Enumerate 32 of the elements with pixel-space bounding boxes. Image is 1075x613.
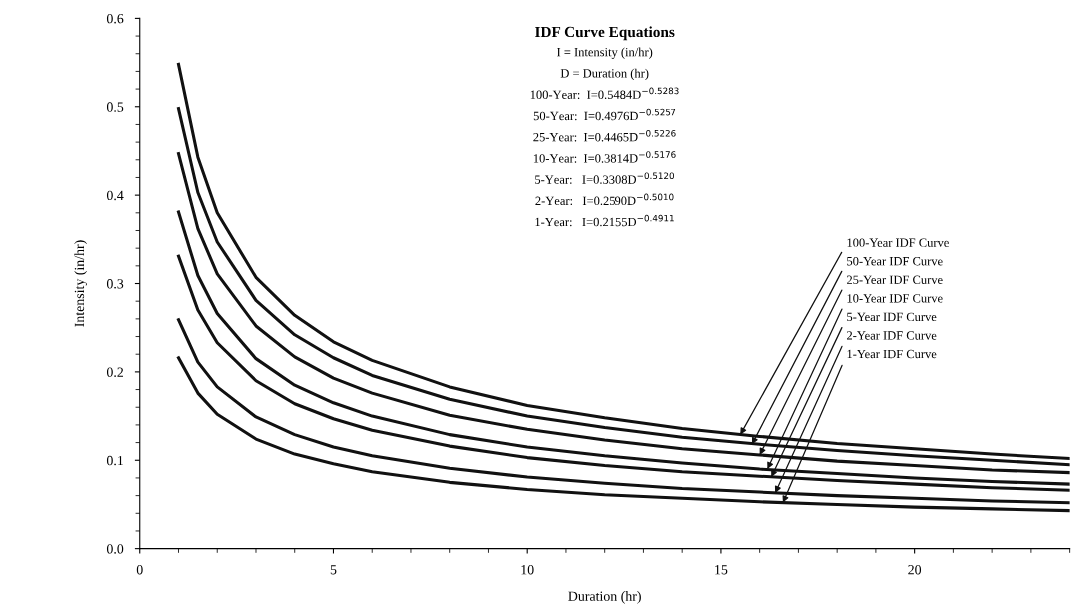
line-series — [176, 254, 1070, 492]
y-tick-label: 0.6 — [106, 13, 124, 24]
y-tick-label: 0.4 — [106, 190, 124, 201]
annotation: 5-Year IDF Curve — [847, 312, 937, 322]
y-tick-label: 0.1 — [106, 455, 123, 466]
annotation: 10-Year: I=0.3814D$^{−0.5176}$ — [533, 151, 676, 163]
annotation: 2-Year IDF Curve — [847, 331, 937, 340]
annotation: 1-Year IDF Curve — [847, 349, 937, 359]
y-tick-label: 0.5 — [106, 102, 124, 112]
x-tick-label: 10 — [521, 565, 534, 575]
y-tick-label: 0.3 — [106, 279, 124, 289]
annotation: 10-Year IDF Curve — [847, 294, 943, 303]
x-tick-label: 5 — [330, 565, 337, 575]
annotation: 5-Year: I=0.3308D$^{−0.5120}$ — [535, 172, 675, 184]
annotation: I = Intensity (in/hr) — [557, 47, 653, 59]
y-tick-label: 0.2 — [106, 367, 124, 377]
x-tick-label: 0 — [136, 565, 143, 575]
annotation: D = Duration (hr) — [560, 68, 649, 81]
x-tick-label: 20 — [908, 565, 922, 575]
x-tick-label: 15 — [715, 565, 728, 575]
chart-title: IDF Curve Equations — [535, 26, 675, 41]
annotation: 100-Year: I=0.5484D$^{−0.5283}$ — [530, 87, 679, 100]
annotation: 50-Year IDF Curve — [847, 257, 943, 266]
y-axis-title: Intensity (in/hr) — [74, 240, 87, 327]
annotation: 2-Year: I=0.2590D$^{−0.5010}$ — [535, 193, 674, 206]
annotation: 100-Year IDF Curve — [847, 238, 949, 247]
annotation: 25-Year IDF Curve — [847, 275, 943, 284]
annotation: 50-Year: I=0.4976D$^{−0.5257}$ — [533, 108, 676, 121]
annotation: 1-Year: I=0.2155D$^{−0.4911}$ — [535, 214, 674, 227]
annotation: 25-Year: I=0.4465D$^{−0.5226}$ — [533, 129, 676, 142]
x-axis-title: Duration (hr) — [568, 591, 641, 604]
y-tick-label: 0.0 — [106, 544, 124, 554]
